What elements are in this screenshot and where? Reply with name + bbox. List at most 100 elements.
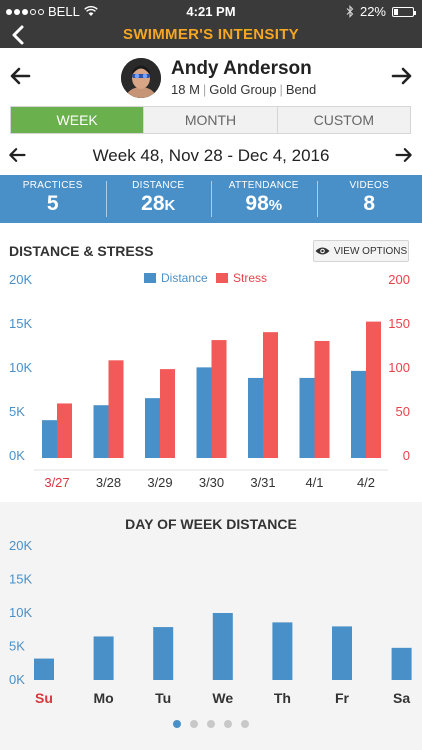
bar-distance[interactable]	[248, 377, 263, 458]
y-tick-right: 50	[396, 404, 410, 419]
stat-value: 8	[363, 192, 376, 215]
y-tick-left: 15K	[9, 316, 32, 331]
distance-stress-title: DISTANCE & STRESS	[9, 243, 154, 259]
carrier-label: BELL	[48, 4, 80, 19]
battery-percent: 22%	[359, 4, 386, 19]
bar-stress[interactable]	[108, 360, 124, 458]
clock: 4:21 PM	[186, 4, 236, 19]
period-tabs: WEEK MONTH CUSTOM	[10, 106, 411, 134]
stat-unit: %	[268, 197, 283, 214]
stat-videos[interactable]: VIDEOS 8	[316, 175, 422, 223]
y-tick-left: 20K	[9, 272, 32, 287]
x-tick-label: 3/28	[96, 475, 121, 490]
bar-distance[interactable]	[212, 613, 233, 680]
stat-value: 98	[245, 192, 269, 215]
x-tick-label: We	[212, 690, 233, 706]
signal-icon	[6, 8, 44, 15]
y-tick-right: 0	[403, 448, 410, 463]
day-of-week-title: DAY OF WEEK DISTANCE	[125, 516, 297, 532]
bar-distance[interactable]	[42, 420, 57, 458]
bar-stress[interactable]	[211, 340, 227, 458]
stat-attendance[interactable]: ATTENDANCE 98%	[211, 175, 317, 223]
bar-stress[interactable]	[57, 403, 72, 458]
stat-value: 28	[141, 192, 165, 215]
athlete-meta: 18 M | Gold Group | Bend	[171, 82, 316, 97]
page-indicator	[0, 720, 422, 730]
stat-label: ATTENDANCE	[228, 180, 299, 191]
view-options-button[interactable]: VIEW OPTIONS	[313, 240, 409, 262]
x-tick-label: 3/27	[44, 475, 69, 490]
stat-distance[interactable]: DISTANCE 28K	[105, 175, 212, 223]
legend-label-stress: Stress	[233, 271, 267, 285]
meta-divider: |	[279, 82, 283, 97]
tab-custom[interactable]: CUSTOM	[276, 107, 410, 133]
page-dot[interactable]	[224, 720, 232, 728]
battery-icon	[392, 6, 416, 17]
bar-distance[interactable]	[34, 658, 54, 680]
bar-stress[interactable]	[263, 332, 278, 458]
wifi-icon	[84, 6, 98, 16]
bar-distance[interactable]	[391, 647, 412, 680]
page-dot[interactable]	[173, 720, 181, 728]
day-of-week-panel	[0, 502, 422, 750]
tab-week[interactable]: WEEK	[11, 107, 144, 133]
x-tick-label: Su	[35, 690, 53, 706]
stat-label: DISTANCE	[132, 180, 185, 191]
athlete-location: Bend	[285, 82, 317, 97]
athlete-group: Gold Group	[209, 82, 277, 97]
athlete-name: Andy Anderson	[171, 58, 312, 79]
status-bar: BELL 4:21 PM 22%	[0, 0, 422, 22]
x-tick-label: 4/1	[305, 475, 323, 490]
bar-distance[interactable]	[299, 377, 315, 458]
y-tick: 0K	[9, 672, 25, 687]
bluetooth-icon	[346, 5, 354, 18]
legend-swatch-distance	[144, 273, 156, 283]
tab-month[interactable]: MONTH	[143, 107, 277, 133]
arrow-left-icon[interactable]	[7, 145, 27, 165]
bar-distance[interactable]	[196, 367, 212, 458]
bar-distance[interactable]	[93, 405, 109, 458]
screen-title: SWIMMER'S INTENSITY	[123, 26, 299, 43]
bar-distance[interactable]	[272, 622, 293, 680]
bar-distance[interactable]	[153, 627, 174, 680]
y-tick: 5K	[9, 639, 25, 654]
arrow-left-icon[interactable]	[8, 64, 32, 88]
y-tick-left: 5K	[9, 404, 25, 419]
stat-label: PRACTICES	[22, 180, 83, 191]
bar-stress[interactable]	[366, 321, 381, 458]
legend-swatch-stress	[216, 273, 228, 283]
day-of-week-chart: 0K 5K 10K 15K 20K Su Mo Tu We Th Fr Sa	[9, 538, 412, 706]
arrow-right-icon[interactable]	[394, 145, 414, 165]
athlete-age: 18 M	[171, 82, 200, 97]
x-tick-label: Fr	[335, 690, 350, 706]
page-dot[interactable]	[241, 720, 249, 728]
meta-divider: |	[202, 82, 207, 97]
bar-distance[interactable]	[145, 398, 160, 458]
stat-practices[interactable]: PRACTICES 5	[0, 175, 106, 223]
y-tick-left: 10K	[9, 360, 32, 375]
bar-distance[interactable]	[351, 370, 366, 458]
bar-stress[interactable]	[160, 369, 175, 458]
x-tick-label: 4/2	[357, 475, 375, 490]
back-chevron-icon[interactable]	[8, 24, 30, 46]
x-tick-label: 3/30	[199, 475, 224, 490]
y-tick: 15K	[9, 572, 32, 587]
page-dot[interactable]	[190, 720, 198, 728]
stat-value: 5	[46, 192, 59, 215]
y-tick: 20K	[9, 538, 32, 553]
arrow-right-icon[interactable]	[390, 64, 414, 88]
bar-stress[interactable]	[314, 340, 330, 458]
x-tick-label: Mo	[93, 690, 113, 706]
stat-label: VIDEOS	[349, 180, 390, 191]
x-tick-label: Tu	[155, 690, 171, 706]
legend-label-distance: Distance	[161, 271, 208, 285]
y-tick-left: 0K	[9, 448, 25, 463]
x-tick-label: Sa	[393, 690, 410, 706]
bar-distance[interactable]	[332, 626, 352, 680]
week-navigator: Week 48, Nov 28 - Dec 4, 2016	[0, 142, 422, 170]
bar-distance[interactable]	[93, 636, 114, 680]
y-tick-right: 200	[388, 272, 410, 287]
nav-bar: SWIMMER'S INTENSITY	[0, 22, 422, 48]
page-dot[interactable]	[207, 720, 215, 728]
